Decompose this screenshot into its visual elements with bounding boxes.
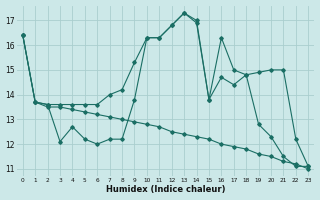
X-axis label: Humidex (Indice chaleur): Humidex (Indice chaleur): [106, 185, 225, 194]
